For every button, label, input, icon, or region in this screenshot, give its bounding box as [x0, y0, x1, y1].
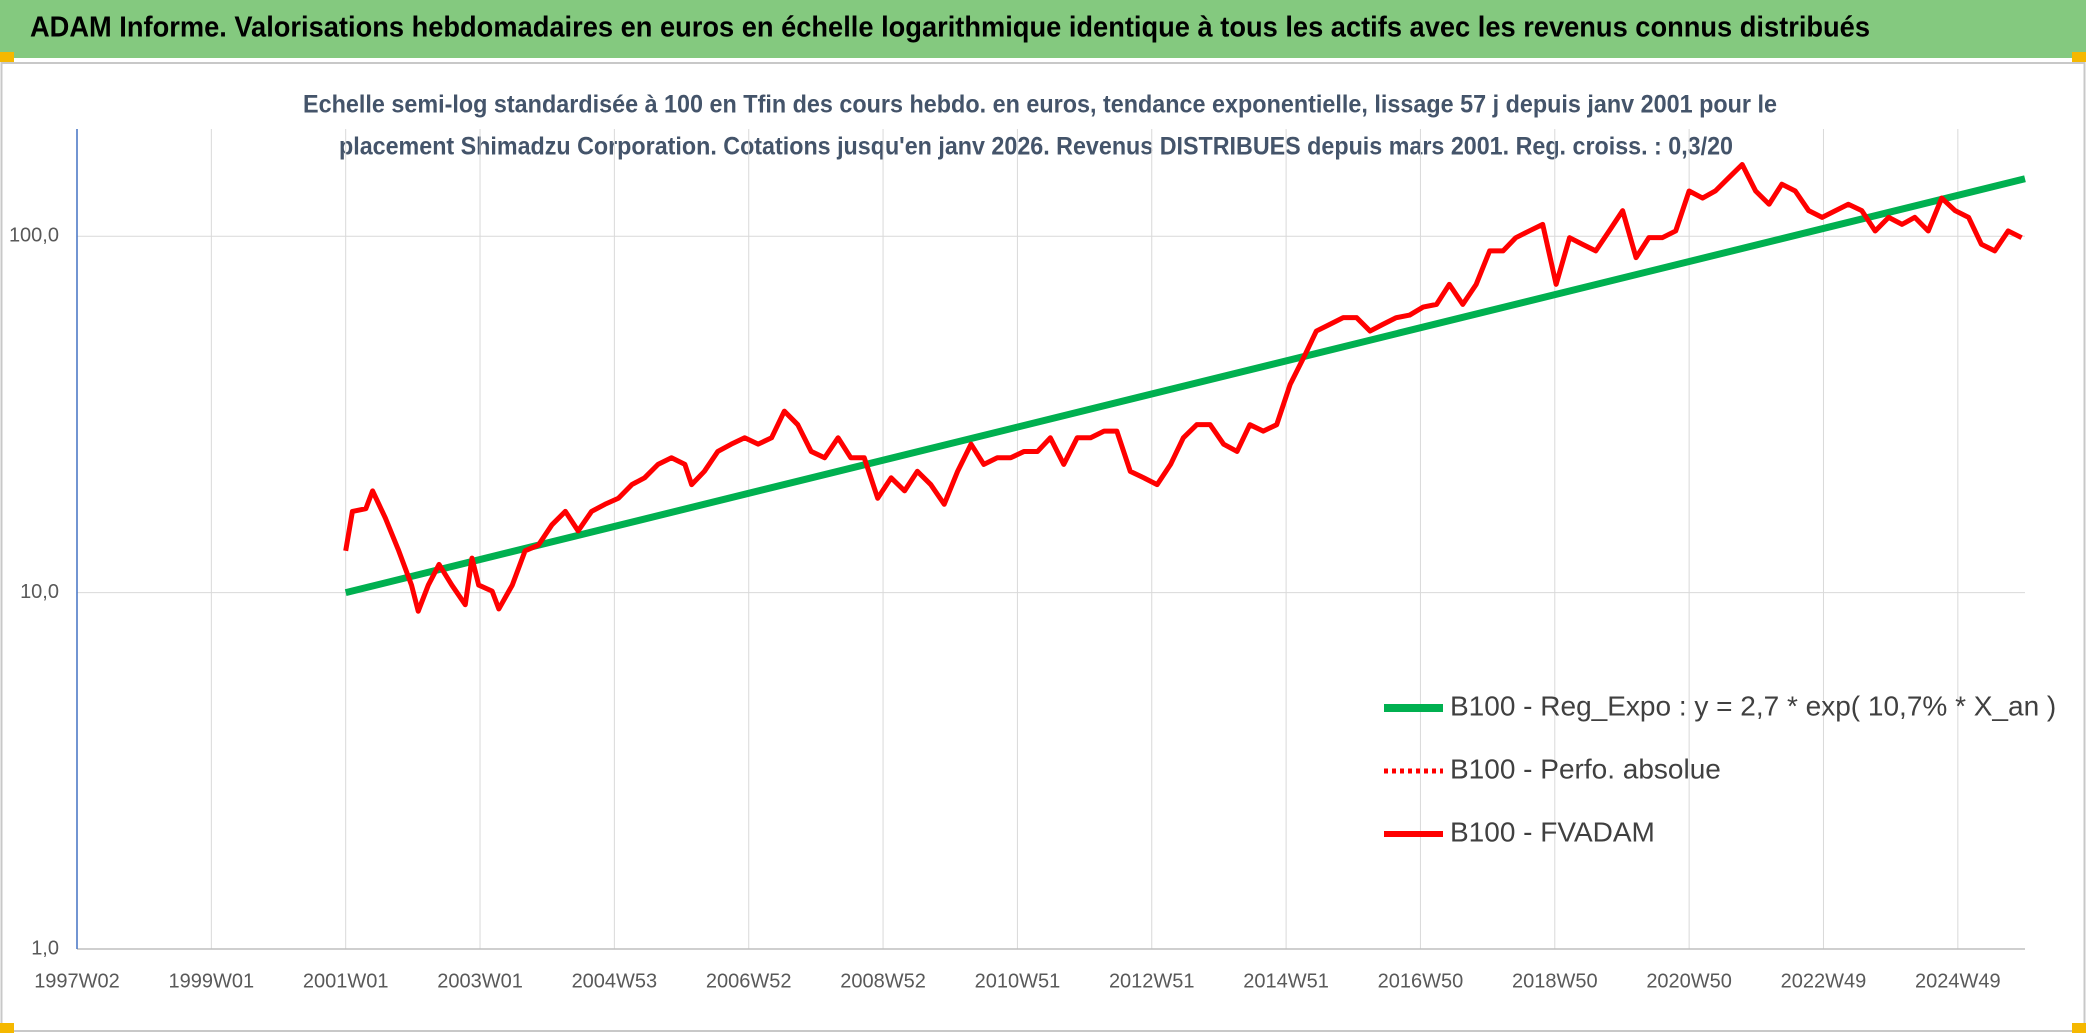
x-tick-label: 2016W50 [1378, 970, 1464, 992]
x-tick-label: 2003W01 [437, 970, 523, 992]
chart-subtitle: Echelle semi-log standardisée à 100 en T… [303, 91, 1777, 119]
corner-mark [2072, 1023, 2086, 1033]
chart-title: ADAM Informe. Valorisations hebdomadaire… [30, 12, 1870, 44]
y-tick-label: 1,0 [31, 937, 59, 959]
x-tick-label: 2004W53 [572, 970, 658, 992]
data-line [343, 162, 2023, 614]
legend-label: B100 - FVADAM [1450, 816, 1655, 847]
x-tick-label: 2010W51 [975, 970, 1061, 992]
legend-label: B100 - Reg_Expo : y = 2,7 * exp( 10,7% *… [1450, 690, 2056, 721]
x-tick-label: 2001W01 [303, 970, 389, 992]
x-tick-label: 2020W50 [1646, 970, 1732, 992]
chart-frame [0, 62, 2086, 1032]
x-tick-label: 2022W49 [1781, 970, 1867, 992]
legend-label: B100 - Perfo. absolue [1450, 753, 1721, 784]
x-tick-label: 2006W52 [706, 970, 792, 992]
x-tick-label: 2012W51 [1109, 970, 1195, 992]
x-tick-label: 1997W02 [34, 970, 120, 992]
x-tick-label: 2014W51 [1243, 970, 1329, 992]
y-tick-label: 10,0 [20, 581, 59, 603]
y-tick-label: 100,0 [9, 225, 59, 247]
chart-subtitle: placement Shimadzu Corporation. Cotation… [339, 133, 1733, 161]
corner-mark [2072, 52, 2086, 62]
x-tick-label: 2018W50 [1512, 970, 1598, 992]
x-tick-label: 1999W01 [169, 970, 255, 992]
corner-mark [0, 52, 14, 62]
data-line [344, 175, 2026, 597]
x-tick-label: 2024W49 [1915, 970, 2001, 992]
corner-mark [0, 1023, 14, 1033]
header-bar [0, 0, 2086, 58]
x-tick-label: 2008W52 [840, 970, 926, 992]
